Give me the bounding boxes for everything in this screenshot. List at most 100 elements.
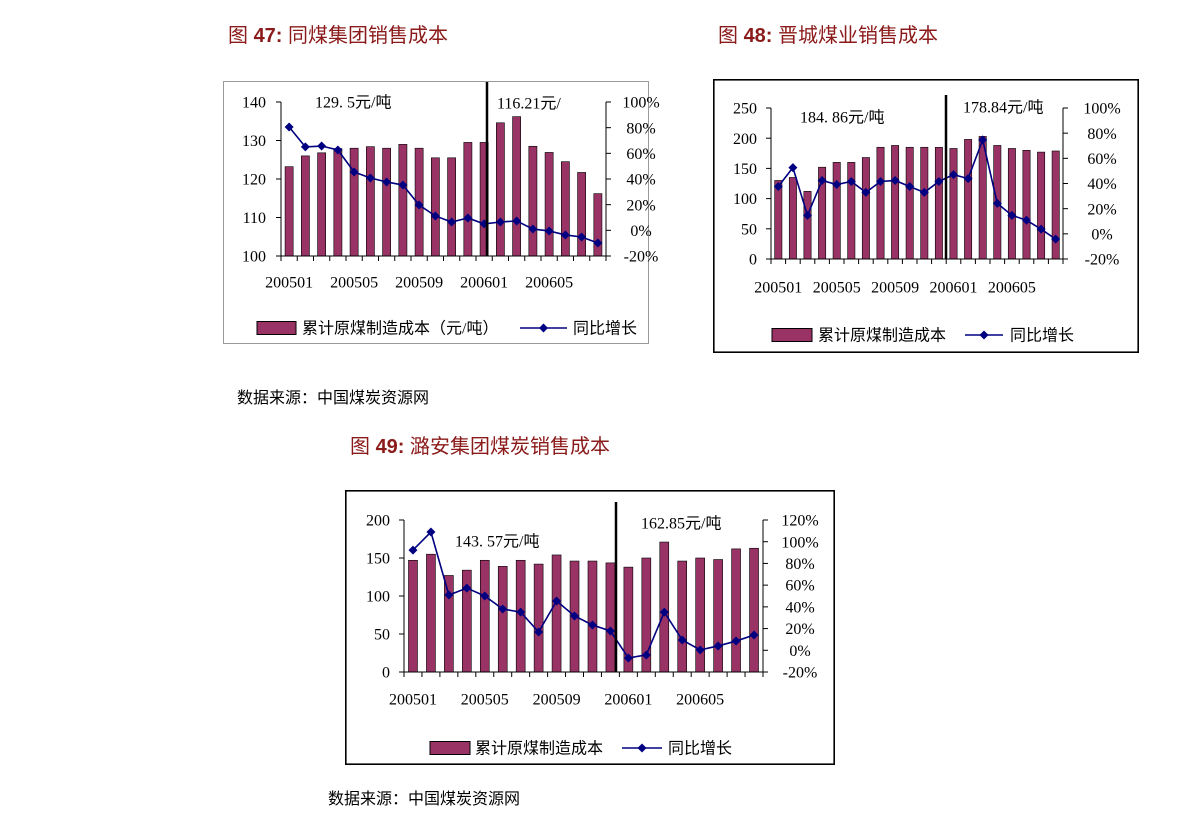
line-marker — [731, 636, 741, 646]
line-marker — [498, 604, 508, 614]
line-marker — [1022, 215, 1031, 225]
line-marker — [593, 238, 603, 248]
line-marker — [480, 591, 490, 601]
bar — [695, 557, 705, 673]
line-marker — [570, 611, 580, 621]
bar — [317, 152, 326, 257]
y2-tick-label: 100% — [622, 95, 659, 112]
figure-title-text: 潞安集团煤炭销售成本 — [410, 436, 611, 458]
line-marker — [349, 167, 359, 177]
legend-line-marker — [979, 330, 989, 340]
value-annotation: 143. 57元/吨 — [455, 533, 539, 551]
legend-line-label: 同比增长 — [668, 740, 732, 758]
chart-jincheng-sales-cost: 0 50 100 150 200 250 -20% 0% 20% 40% 60% 80% 100% 200… — [713, 79, 1139, 353]
bar — [497, 566, 508, 673]
figure-prefix: 图 — [350, 436, 370, 458]
line-marker — [284, 122, 294, 132]
x-tick-label: 200505 — [813, 280, 861, 297]
bar — [1022, 149, 1031, 260]
line-marker — [713, 641, 723, 651]
line-marker — [560, 230, 570, 240]
figure-title-text: 同煤集团销售成本 — [288, 25, 449, 47]
chart-luan-sales-cost: 0 50 100 150 200 -20% 0% 20% 40% 60% 80% 100% 120% 20… — [345, 490, 835, 765]
figure-number: 48: — [743, 25, 773, 47]
bar — [1037, 151, 1046, 260]
x-tick-label: 200501 — [265, 275, 313, 292]
x-tick-label: 200509 — [533, 692, 581, 709]
y2-tick-label: 60% — [785, 578, 814, 595]
bar — [512, 116, 521, 257]
bar — [551, 554, 562, 673]
y2-tick-label: -20% — [1085, 252, 1120, 269]
y2-tick-label: 0% — [630, 223, 651, 240]
value-annotation: 184. 86元/吨 — [800, 109, 884, 127]
chart-canvas: 100 110 120 130 140 -20% 0% 20% 40% 60% 80% 100% 200… — [223, 81, 660, 344]
line-marker — [300, 142, 310, 152]
figure-title: 图 47: 同煤集团销售成本 — [228, 24, 448, 48]
data-source-note: 数据来源：中国煤炭资源网 — [237, 390, 430, 407]
line-marker — [788, 163, 798, 173]
legend-bar-label: 累计原煤制造成本 — [818, 327, 946, 345]
figure-title: 图 49: 潞安集团煤炭销售成本 — [350, 435, 610, 459]
x-tick-label: 200505 — [461, 692, 509, 709]
line-marker — [365, 173, 375, 183]
x-tick-label: 200601 — [604, 692, 652, 709]
y-tick-label: 150 — [366, 551, 390, 568]
line-marker — [773, 182, 783, 192]
bar — [528, 145, 538, 257]
line-marker — [516, 607, 526, 617]
line-marker — [992, 198, 1002, 208]
bar — [774, 180, 783, 260]
line-marker — [677, 635, 687, 645]
line-marker — [934, 176, 944, 186]
x-tick-label: 200601 — [930, 280, 978, 297]
bar — [301, 155, 310, 257]
bar — [479, 559, 490, 673]
bar — [408, 559, 418, 673]
line-marker — [1007, 210, 1017, 220]
y2-tick-label: -20% — [783, 665, 818, 682]
bar — [544, 152, 554, 257]
bar — [605, 562, 616, 673]
bar — [876, 146, 885, 260]
legend-line-marker — [637, 743, 647, 753]
line-marker — [426, 527, 436, 537]
bar — [978, 136, 987, 260]
chart-tongmei-sales-cost: 100 110 120 130 140 -20% 0% 20% 40% 60% 80% 100% 200… — [223, 81, 660, 344]
bar — [949, 148, 958, 260]
line-marker — [528, 224, 538, 234]
bar — [496, 122, 505, 257]
bar — [577, 172, 586, 257]
legend-line-label: 同比增长 — [573, 320, 637, 338]
line-marker — [905, 182, 915, 192]
legend-bar-label: 累计原煤制造成本 — [475, 740, 603, 758]
y2-tick-label: 120% — [781, 513, 818, 530]
y2-tick-label: 40% — [626, 172, 655, 189]
line-marker — [444, 590, 454, 600]
bar — [964, 139, 973, 260]
bar — [431, 157, 440, 257]
bar — [731, 548, 741, 673]
bar — [920, 146, 929, 260]
line-marker — [544, 226, 554, 236]
bar — [349, 147, 359, 257]
line-marker — [846, 176, 856, 186]
figure-number: 49: — [375, 436, 405, 458]
y2-tick-label: 20% — [1087, 201, 1116, 218]
bar — [284, 166, 294, 257]
value-annotation: 129. 5元/吨 — [315, 94, 391, 112]
bar — [749, 547, 759, 673]
line-marker — [876, 176, 885, 186]
x-tick-label: 200605 — [525, 275, 573, 292]
y-tick-label: 100 — [242, 249, 266, 266]
figure-prefix: 图 — [718, 25, 738, 47]
line-marker — [333, 145, 343, 155]
line-marker — [317, 141, 327, 151]
bar — [1007, 148, 1016, 260]
line-marker — [949, 170, 958, 180]
bar — [366, 146, 375, 257]
line-marker — [408, 545, 418, 555]
x-tick-label: 200509 — [395, 275, 443, 292]
y-tick-label: 100 — [733, 191, 757, 208]
bar — [333, 148, 343, 257]
